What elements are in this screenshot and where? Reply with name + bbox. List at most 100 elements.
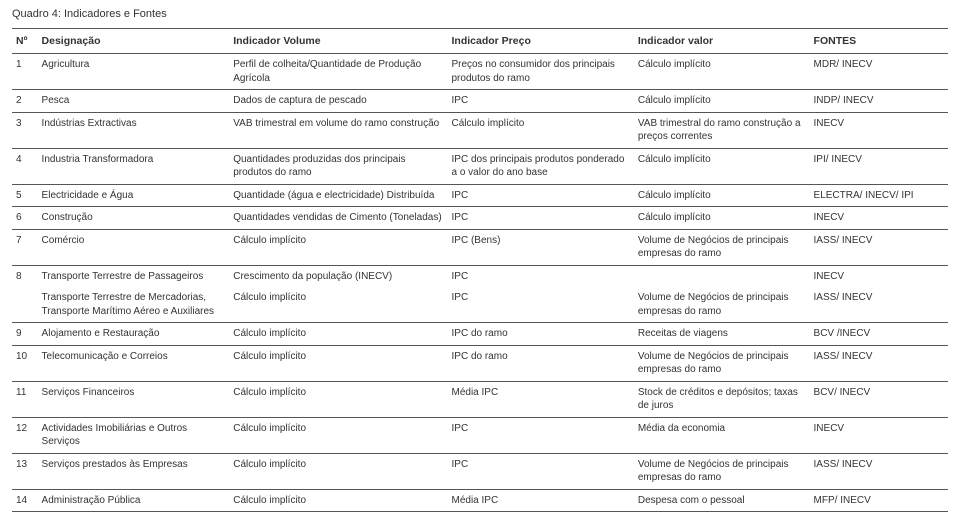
header-vol: Indicador Volume xyxy=(229,29,447,54)
cell: IASS/ INECV xyxy=(810,287,948,323)
cell: Indústrias Extractivas xyxy=(38,112,230,148)
table-row: 10Telecomunicação e CorreiosCálculo impl… xyxy=(12,345,948,381)
table-row: 3Indústrias ExtractivasVAB trimestral em… xyxy=(12,112,948,148)
cell-n: 8 xyxy=(12,265,38,323)
table-row: 12Actividades Imobiliárias e Outros Serv… xyxy=(12,417,948,453)
cell: 2 xyxy=(12,90,38,113)
cell: IPC do ramo xyxy=(448,345,634,381)
cell: IPC xyxy=(448,287,634,323)
cell: 6 xyxy=(12,207,38,230)
cell: IASS/ INECV xyxy=(810,345,948,381)
cell: Cálculo implícito xyxy=(229,453,447,489)
cell: Cálculo implícito xyxy=(634,90,810,113)
table-row: 13Serviços prestados às EmpresasCálculo … xyxy=(12,453,948,489)
cell: Volume de Negócios de principais empresa… xyxy=(634,345,810,381)
cell: Média IPC xyxy=(448,489,634,512)
cell: Cálculo implícito xyxy=(229,287,447,323)
cell: Serviços Financeiros xyxy=(38,381,230,417)
cell: Volume de Negócios de principais empresa… xyxy=(634,287,810,323)
table-row: 2PescaDados de captura de pescadoIPCCálc… xyxy=(12,90,948,113)
cell: Cálculo implícito xyxy=(229,345,447,381)
cell: Cálculo implícito xyxy=(229,417,447,453)
cell: IPC do ramo xyxy=(448,323,634,346)
cell: Média IPC xyxy=(448,381,634,417)
header-desig: Designação xyxy=(38,29,230,54)
cell: Comércio xyxy=(38,229,230,265)
cell: 7 xyxy=(12,229,38,265)
cell: BCV/ INECV xyxy=(810,381,948,417)
cell: 1 xyxy=(12,54,38,90)
cell: Volume de Negócios de principais empresa… xyxy=(634,453,810,489)
table-row: 6ConstruçãoQuantidades vendidas de Cimen… xyxy=(12,207,948,230)
table-row: 14Administração PúblicaCálculo implícito… xyxy=(12,489,948,512)
cell: Industria Transformadora xyxy=(38,148,230,184)
cell: IPC xyxy=(448,265,634,287)
cell: Alojamento e Restauração xyxy=(38,323,230,346)
cell: IPC xyxy=(448,417,634,453)
cell: INECV xyxy=(810,417,948,453)
cell: IPC xyxy=(448,207,634,230)
header-valor: Indicador valor xyxy=(634,29,810,54)
cell: IPC xyxy=(448,90,634,113)
cell: INECV xyxy=(810,265,948,287)
cell: Cálculo implícito xyxy=(229,381,447,417)
cell: Cálculo implícito xyxy=(448,112,634,148)
indicators-table: Nº Designação Indicador Volume Indicador… xyxy=(12,28,948,512)
cell: MDR/ INECV xyxy=(810,54,948,90)
cell: VAB trimestral em volume do ramo constru… xyxy=(229,112,447,148)
cell: Quantidades vendidas de Cimento (Tonelad… xyxy=(229,207,447,230)
cell: IASS/ INECV xyxy=(810,229,948,265)
cell: 9 xyxy=(12,323,38,346)
cell: VAB trimestral do ramo construção a preç… xyxy=(634,112,810,148)
table-row: 9Alojamento e RestauraçãoCálculo implíci… xyxy=(12,323,948,346)
cell: Despesa com o pessoal xyxy=(634,489,810,512)
cell: BCV /INECV xyxy=(810,323,948,346)
cell: Crescimento da população (INECV) xyxy=(229,265,447,287)
cell: Construção xyxy=(38,207,230,230)
cell: INECV xyxy=(810,207,948,230)
cell: IASS/ INECV xyxy=(810,453,948,489)
cell: Cálculo implícito xyxy=(634,54,810,90)
cell: IPC dos principais produtos ponderado a … xyxy=(448,148,634,184)
cell: MFP/ INECV xyxy=(810,489,948,512)
cell: Cálculo implícito xyxy=(634,207,810,230)
cell: Dados de captura de pescado xyxy=(229,90,447,113)
cell: Pesca xyxy=(38,90,230,113)
cell: Cálculo implícito xyxy=(634,148,810,184)
table-row: 1AgriculturaPerfil de colheita/Quantidad… xyxy=(12,54,948,90)
cell: Serviços prestados às Empresas xyxy=(38,453,230,489)
cell: Cálculo implícito xyxy=(634,184,810,207)
cell: Preços no consumidor dos principais prod… xyxy=(448,54,634,90)
header-fontes: FONTES xyxy=(810,29,948,54)
cell: Volume de Negócios de principais empresa… xyxy=(634,229,810,265)
cell: 13 xyxy=(12,453,38,489)
cell: Média da economia xyxy=(634,417,810,453)
cell: 5 xyxy=(12,184,38,207)
cell: INECV xyxy=(810,112,948,148)
cell: ELECTRA/ INECV/ IPI xyxy=(810,184,948,207)
cell xyxy=(634,265,810,287)
cell: 10 xyxy=(12,345,38,381)
cell: Electricidade e Água xyxy=(38,184,230,207)
table-row: 5Electricidade e ÁguaQuantidade (água e … xyxy=(12,184,948,207)
cell: Cálculo implícito xyxy=(229,323,447,346)
cell: Agricultura xyxy=(38,54,230,90)
cell: 4 xyxy=(12,148,38,184)
table-row: 7ComércioCálculo implícitoIPC (Bens)Volu… xyxy=(12,229,948,265)
cell: Telecomunicação e Correios xyxy=(38,345,230,381)
cell: Transporte Terrestre de Passageiros xyxy=(38,265,230,287)
table-header-row: Nº Designação Indicador Volume Indicador… xyxy=(12,29,948,54)
cell: IPC xyxy=(448,453,634,489)
table-row: 4Industria TransformadoraQuantidades pro… xyxy=(12,148,948,184)
table-row: Transporte Terrestre de Mercadorias, Tra… xyxy=(12,287,948,323)
cell: 3 xyxy=(12,112,38,148)
cell: 11 xyxy=(12,381,38,417)
cell: IPC xyxy=(448,184,634,207)
header-preco: Indicador Preço xyxy=(448,29,634,54)
cell: Cálculo implícito xyxy=(229,229,447,265)
cell: Stock de créditos e depósitos; taxas de … xyxy=(634,381,810,417)
cell: 14 xyxy=(12,489,38,512)
cell: IPI/ INECV xyxy=(810,148,948,184)
header-n: Nº xyxy=(12,29,38,54)
cell: Receitas de viagens xyxy=(634,323,810,346)
